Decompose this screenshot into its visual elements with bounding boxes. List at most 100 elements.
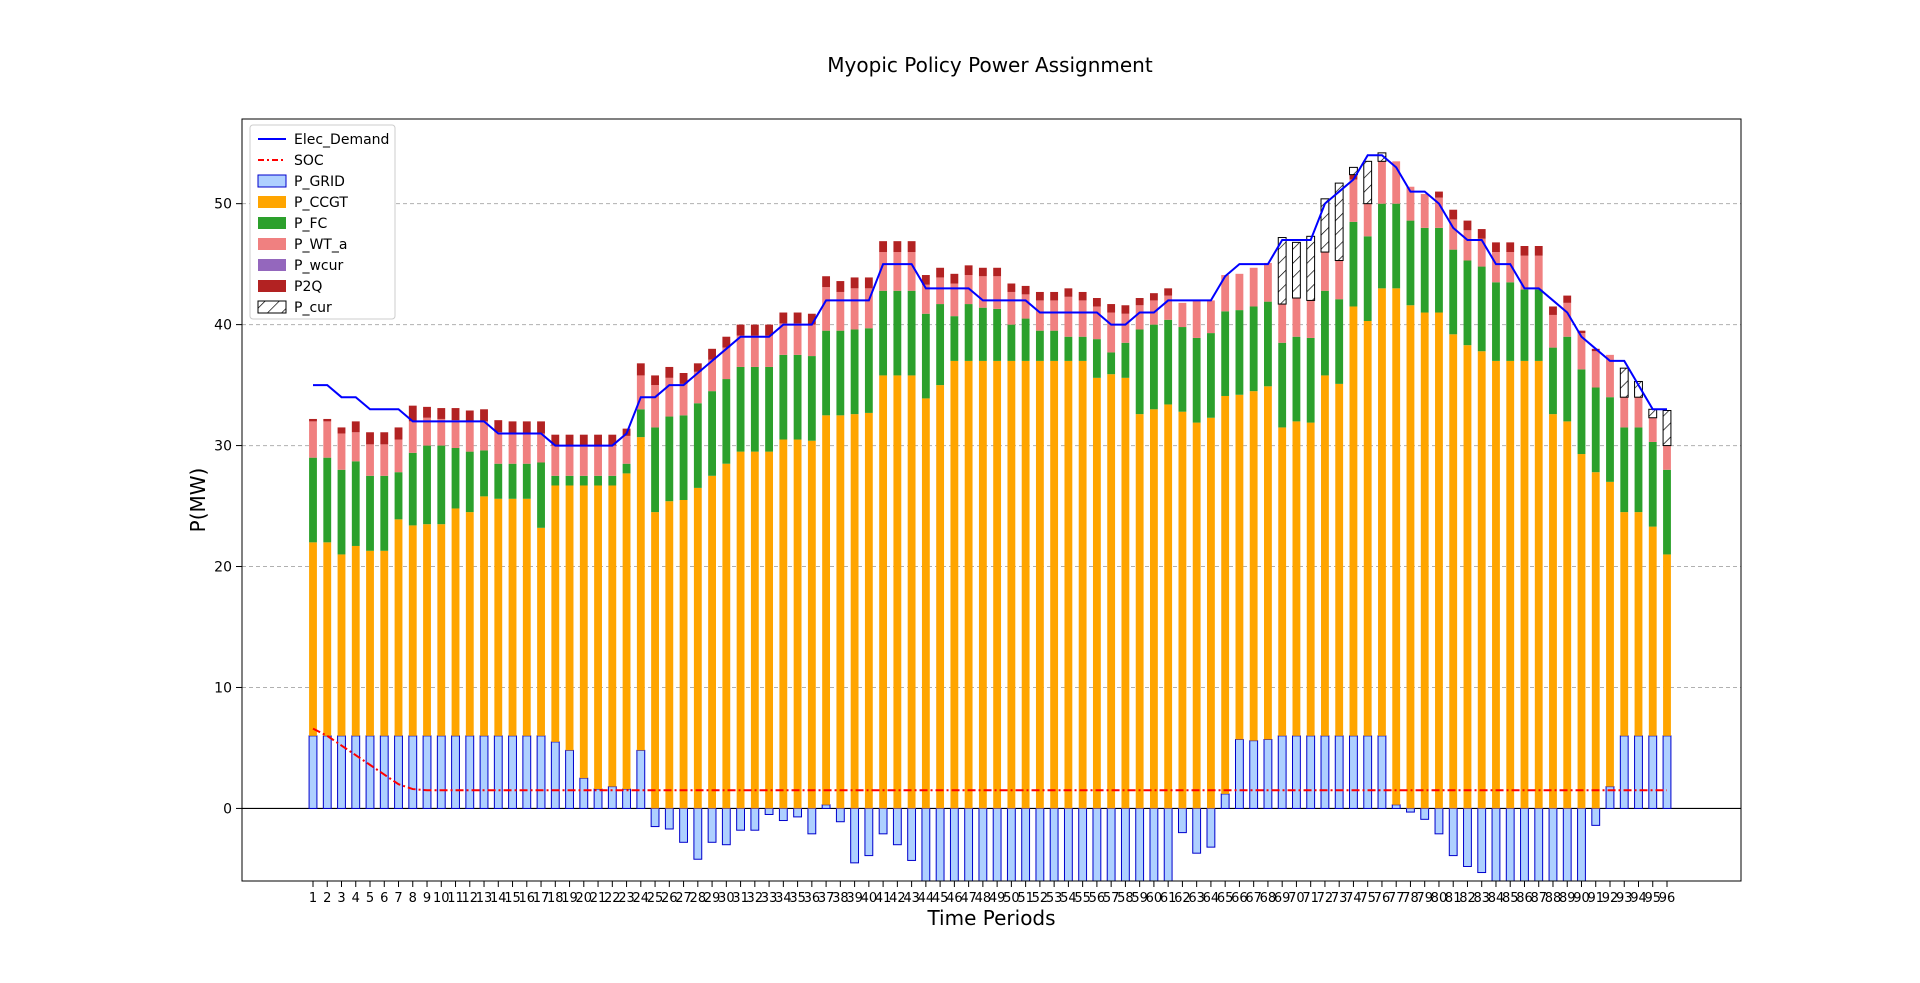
bar-p-wt-a xyxy=(309,421,317,458)
bar-p-ccgt xyxy=(1477,351,1486,809)
x-tick-label: 90 xyxy=(1573,891,1590,906)
bar-p-ccgt xyxy=(679,500,688,809)
bar-p-cur xyxy=(1634,380,1643,398)
x-axis: 1 2 3 4 5 6 7 8 9 1011121314151617181920212223242… xyxy=(309,881,1675,906)
bar-p-ccgt xyxy=(1463,345,1472,809)
bar-p-wt-a xyxy=(1249,267,1258,307)
bar-p-grid xyxy=(1135,807,1145,882)
bar-p-fc xyxy=(1506,282,1515,361)
bar-p2q xyxy=(366,432,374,445)
bar-p-ccgt xyxy=(1648,526,1657,736)
bar-p-wt-a xyxy=(337,433,346,470)
x-tick-label: 45 xyxy=(932,891,949,906)
bar-p-fc xyxy=(1492,282,1500,361)
bar-p-ccgt xyxy=(836,415,845,809)
legend-swatch-p-grid xyxy=(257,174,287,188)
x-tick-label: 35 xyxy=(789,891,806,906)
bar-p-fc xyxy=(936,304,945,386)
bar-p-ccgt xyxy=(1264,386,1272,740)
bar-p-wt-a xyxy=(1235,273,1244,311)
x-tick-label: 83 xyxy=(1473,891,1490,906)
bar-p2q xyxy=(679,373,688,384)
bar-p2q xyxy=(394,427,403,440)
bar-p-wt-a xyxy=(522,433,531,464)
legend-label: P_GRID xyxy=(294,174,345,190)
bar-p-grid xyxy=(1591,807,1601,826)
bar-p-grid xyxy=(1306,735,1316,809)
x-tick-label: 54 xyxy=(1060,891,1077,906)
plot-frame xyxy=(241,118,1742,882)
bar-p-grid xyxy=(593,788,603,809)
x-tick-label: 26 xyxy=(661,891,678,906)
bar-p-fc xyxy=(722,379,731,464)
bar-p-ccgt xyxy=(1549,414,1557,809)
bar-p-ccgt xyxy=(893,375,902,809)
bar-p2q xyxy=(494,420,503,433)
bar-p-wt-a xyxy=(1264,262,1272,302)
bar-p-grid xyxy=(1120,807,1130,882)
bar-p-wt-a xyxy=(1591,351,1600,388)
y-axis-label: P(MW) xyxy=(186,468,210,533)
bar-p2q xyxy=(1549,306,1557,315)
bar-p-fc xyxy=(1092,339,1101,378)
bar-p-grid xyxy=(565,749,574,809)
bar-p-ccgt xyxy=(1591,472,1600,809)
bar-p-grid xyxy=(536,735,546,809)
x-tick-label: 86 xyxy=(1516,891,1533,906)
x-tick-label: 14 xyxy=(490,891,507,906)
bar-p-cur xyxy=(1334,182,1344,262)
bar-p-wt-a xyxy=(1577,333,1586,370)
bar-p-wt-a xyxy=(1648,417,1657,442)
bar-p-wt-a xyxy=(893,252,902,291)
bar-p-ccgt xyxy=(1064,360,1073,809)
bar-p-ccgt xyxy=(1563,421,1572,809)
x-tick-label: 4 xyxy=(352,891,360,906)
bar-p-wt-a xyxy=(1078,300,1087,337)
x-tick-label: 30 xyxy=(718,891,735,906)
bar-p-cur xyxy=(1292,241,1301,299)
bar-p-ccgt xyxy=(722,463,731,809)
bar-p-grid xyxy=(878,807,888,835)
bar-p-fc xyxy=(736,366,745,452)
x-tick-label: 7 xyxy=(394,891,402,906)
x-tick-label: 94 xyxy=(1630,891,1647,906)
x-tick-label: 31 xyxy=(732,891,749,906)
bar-p-grid xyxy=(793,807,803,818)
x-tick-label: 23 xyxy=(618,891,635,906)
bar-p-ccgt xyxy=(565,485,574,751)
bar-p-ccgt xyxy=(665,501,674,809)
bar-p-grid xyxy=(1491,807,1501,882)
bar-p-ccgt xyxy=(437,524,446,736)
bar-p-wt-a xyxy=(323,421,332,458)
bar-p-fc xyxy=(1449,249,1458,335)
x-tick-label: 76 xyxy=(1374,891,1391,906)
bar-p-wt-a xyxy=(1035,300,1044,331)
bar-p-ccgt xyxy=(1492,360,1500,809)
bar-p-wt-a xyxy=(1306,300,1315,338)
x-tick-label: 49 xyxy=(989,891,1006,906)
bar-p-wt-a xyxy=(1477,238,1486,267)
bar-p-wt-a xyxy=(879,252,888,291)
x-tick-label: 5 xyxy=(366,891,374,906)
x-tick-label: 82 xyxy=(1459,891,1476,906)
bar-p-grid xyxy=(807,807,817,835)
grid-lines xyxy=(242,203,1741,810)
bar-p-grid xyxy=(1648,735,1658,809)
bar-p-wt-a xyxy=(1221,275,1230,312)
bar-p-fc xyxy=(765,366,774,452)
bar-p-wt-a xyxy=(1606,354,1614,398)
bar-p-grid xyxy=(1106,807,1116,882)
bar-p-wt-a xyxy=(736,335,745,367)
bar-p-grid xyxy=(1477,807,1487,874)
bar-p-ccgt xyxy=(1321,375,1329,736)
bar-p-grid xyxy=(978,807,988,882)
bar-p2q xyxy=(1435,191,1443,198)
bar-p-grid xyxy=(892,807,902,846)
bar-p-grid xyxy=(1377,735,1387,809)
bar-p-ccgt xyxy=(651,512,659,809)
bar-p2q xyxy=(1506,242,1515,253)
bar-p-ccgt xyxy=(736,451,745,809)
bar-p-ccgt xyxy=(480,496,488,736)
bar-p-grid xyxy=(1292,735,1301,809)
legend-swatch-p-ccgt xyxy=(258,196,286,208)
